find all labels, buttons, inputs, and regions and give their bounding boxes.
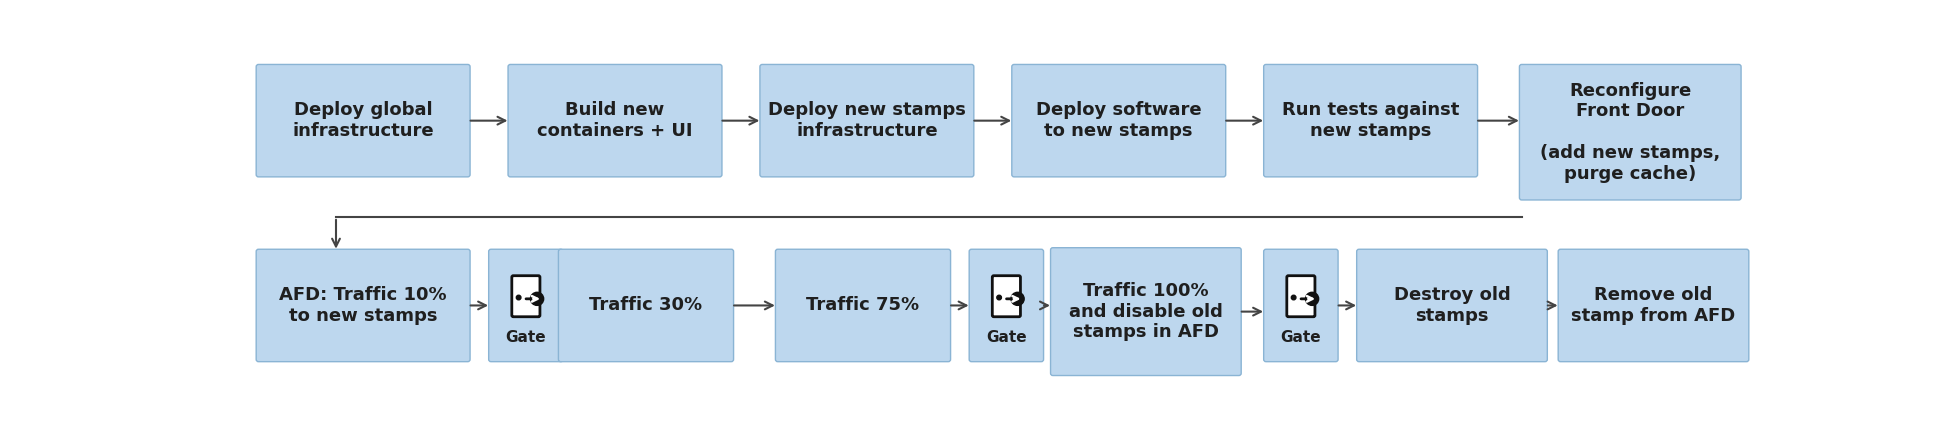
Circle shape (1011, 292, 1024, 306)
FancyBboxPatch shape (970, 249, 1044, 362)
FancyBboxPatch shape (1264, 65, 1477, 177)
Text: Reconfigure
Front Door

(add new stamps,
purge cache): Reconfigure Front Door (add new stamps, … (1540, 82, 1720, 183)
Text: Deploy global
infrastructure: Deploy global infrastructure (292, 101, 434, 140)
FancyBboxPatch shape (991, 276, 1021, 317)
Circle shape (517, 295, 521, 300)
FancyBboxPatch shape (1559, 249, 1750, 362)
Circle shape (997, 295, 1001, 300)
FancyBboxPatch shape (257, 65, 470, 177)
Text: Traffic 100%
and disable old
stamps in AFD: Traffic 100% and disable old stamps in A… (1069, 282, 1223, 342)
Text: Run tests against
new stamps: Run tests against new stamps (1281, 101, 1460, 140)
Text: Deploy new stamps
infrastructure: Deploy new stamps infrastructure (768, 101, 966, 140)
FancyBboxPatch shape (1520, 65, 1742, 200)
FancyBboxPatch shape (776, 249, 951, 362)
Text: Build new
containers + UI: Build new containers + UI (537, 101, 692, 140)
FancyBboxPatch shape (511, 276, 540, 317)
FancyBboxPatch shape (1264, 249, 1337, 362)
Text: Destroy old
stamps: Destroy old stamps (1394, 286, 1510, 325)
Circle shape (1291, 295, 1297, 300)
FancyBboxPatch shape (1357, 249, 1547, 362)
Text: Traffic 75%: Traffic 75% (807, 297, 920, 315)
Text: Traffic 30%: Traffic 30% (589, 297, 702, 315)
FancyBboxPatch shape (507, 65, 721, 177)
FancyBboxPatch shape (760, 65, 974, 177)
Text: Gate: Gate (505, 330, 546, 345)
FancyBboxPatch shape (1011, 65, 1227, 177)
FancyBboxPatch shape (558, 249, 733, 362)
Text: Gate: Gate (1281, 330, 1322, 345)
Text: AFD: Traffic 10%
to new stamps: AFD: Traffic 10% to new stamps (280, 286, 447, 325)
Text: Gate: Gate (986, 330, 1026, 345)
FancyBboxPatch shape (1050, 248, 1240, 375)
Circle shape (531, 292, 544, 306)
Text: Deploy software
to new stamps: Deploy software to new stamps (1036, 101, 1201, 140)
FancyBboxPatch shape (257, 249, 470, 362)
Text: Remove old
stamp from AFD: Remove old stamp from AFD (1571, 286, 1736, 325)
FancyBboxPatch shape (1287, 276, 1314, 317)
FancyBboxPatch shape (488, 249, 564, 362)
Circle shape (1306, 292, 1318, 306)
